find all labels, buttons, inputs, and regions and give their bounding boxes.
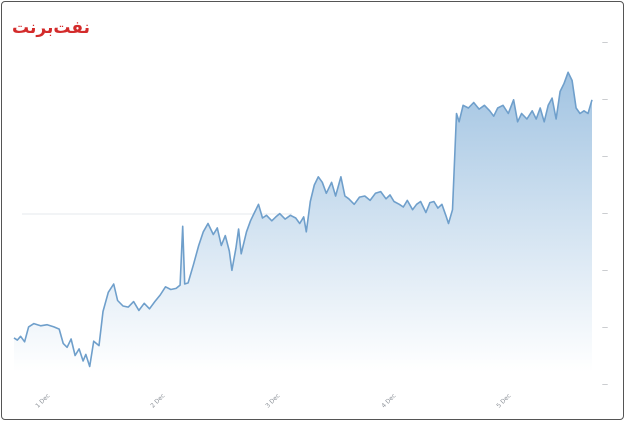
y-tick-label: — bbox=[602, 267, 608, 274]
y-tick-label: — bbox=[602, 96, 608, 103]
x-tick-label: 4 Dec bbox=[380, 392, 397, 409]
x-tick-label: 3 Dec bbox=[264, 392, 281, 409]
x-tick-label: 2 Dec bbox=[149, 392, 166, 409]
series-area-fill bbox=[14, 72, 592, 373]
x-tick-label: 1 Dec bbox=[34, 392, 51, 409]
y-tick-label: — bbox=[602, 210, 608, 217]
chart-title: نفت‌برنت bbox=[12, 18, 90, 38]
y-tick-label: — bbox=[602, 39, 608, 46]
x-tick-label: 5 Dec bbox=[495, 392, 512, 409]
y-tick-label: — bbox=[602, 324, 608, 331]
series-line bbox=[13, 71, 593, 368]
y-tick-label: — bbox=[602, 381, 608, 388]
y-tick-label: — bbox=[602, 153, 608, 160]
